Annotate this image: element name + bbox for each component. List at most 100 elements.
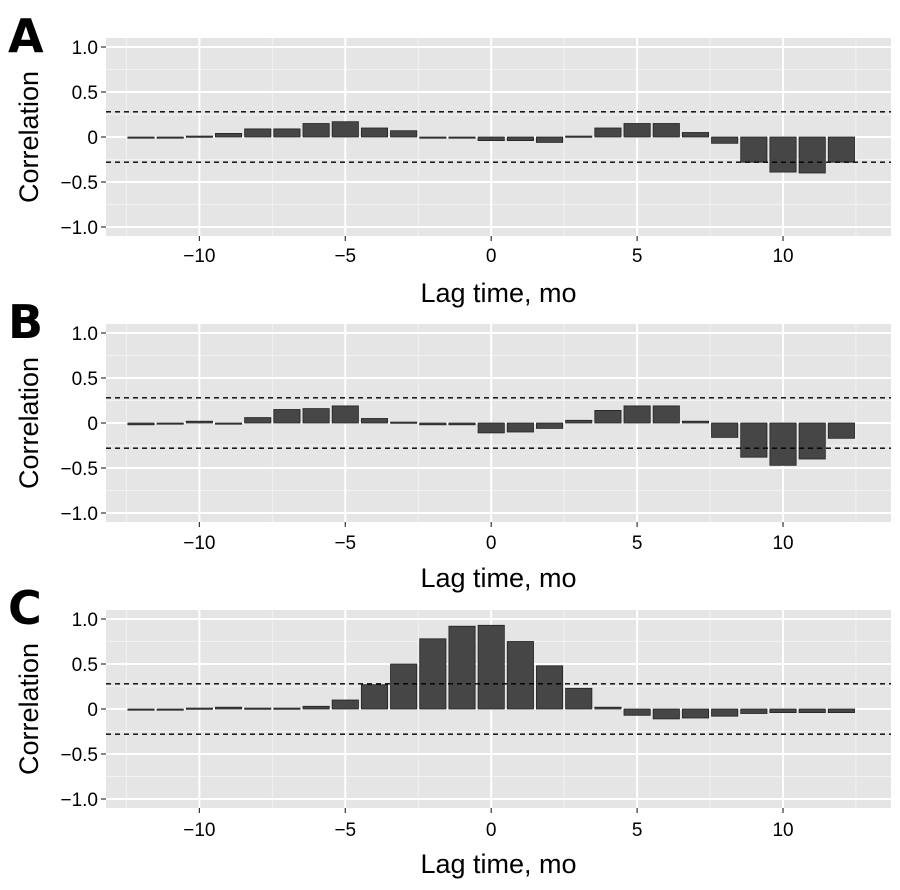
bar <box>127 422 155 426</box>
bar <box>448 625 476 710</box>
y-tick-label: 1.0 <box>72 610 98 631</box>
y-tick-label: −1.0 <box>60 218 98 239</box>
bar <box>681 708 710 719</box>
y-tick-label: −0.5 <box>60 173 98 194</box>
bar <box>215 132 243 138</box>
bar <box>594 409 622 424</box>
bar <box>827 708 855 713</box>
y-tick-label: 1.0 <box>72 324 98 345</box>
bar <box>711 136 739 144</box>
bar <box>215 706 243 710</box>
bar <box>360 684 389 710</box>
bar <box>273 128 301 138</box>
bar <box>506 641 534 710</box>
x-tick-label: −5 <box>334 820 356 841</box>
bar <box>506 136 534 141</box>
x-tick-label: 5 <box>632 246 643 267</box>
panel-b: −1.0 −0.5 0 0.5 1.0 −10 −5 0 5 10 Lag time, mo Corr… <box>8 295 891 593</box>
bar <box>740 422 768 458</box>
bar <box>681 132 710 138</box>
y-tick-label: −0.5 <box>60 459 98 480</box>
bar <box>477 422 505 434</box>
bar <box>273 409 301 424</box>
bar <box>711 708 739 717</box>
bar <box>185 135 213 138</box>
bar <box>711 422 739 438</box>
bar <box>623 123 651 138</box>
bar <box>652 123 680 138</box>
y-tick-label: 0 <box>87 414 98 435</box>
y-axis-title: Correlation <box>14 357 44 489</box>
y-axis-title: Correlation <box>14 643 44 775</box>
bar <box>652 405 680 424</box>
bar <box>244 417 272 424</box>
bar <box>827 422 855 439</box>
bar <box>302 705 330 710</box>
bar <box>331 405 359 424</box>
panel-a: −1.0 −0.5 0 0.5 1.0 −10 −5 0 5 10 Lag time, mo Corr… <box>8 9 891 308</box>
bar <box>185 420 213 424</box>
bar <box>390 130 418 138</box>
bar <box>448 136 476 139</box>
bar <box>827 136 855 163</box>
bar <box>769 708 797 713</box>
bar <box>156 422 184 425</box>
x-tick-label: −10 <box>183 533 215 554</box>
bar <box>331 121 359 138</box>
bar <box>419 422 447 426</box>
x-axis-title: Lag time, mo <box>420 563 576 593</box>
bar <box>215 422 243 425</box>
bar <box>156 136 184 139</box>
y-tick-label: 0.5 <box>72 83 98 104</box>
bar <box>477 624 505 710</box>
bar <box>302 408 330 424</box>
bar <box>623 708 651 716</box>
bar <box>565 687 593 710</box>
x-axis-title: Lag time, mo <box>420 849 576 879</box>
bar <box>360 418 389 424</box>
panel-c: −1.0 −0.5 0 0.5 1.0 −10 −5 0 5 10 Lag time, mo Corr… <box>8 581 891 879</box>
y-tick-label: −1.0 <box>60 790 98 811</box>
bar <box>565 419 593 424</box>
bar <box>127 136 155 139</box>
bar <box>565 135 593 138</box>
panel-letter: A <box>8 9 44 63</box>
bar <box>798 136 826 174</box>
x-tick-label: 5 <box>632 533 643 554</box>
x-axis-title: Lag time, mo <box>420 278 576 308</box>
panel-letter: C <box>8 581 42 635</box>
bar <box>798 708 826 713</box>
x-tick-label: 0 <box>486 533 497 554</box>
bar <box>594 706 622 710</box>
bar <box>448 422 476 426</box>
bar <box>769 136 797 173</box>
bar <box>419 638 447 710</box>
x-tick-label: −5 <box>334 246 356 267</box>
bar <box>360 127 389 138</box>
y-tick-label: 0.5 <box>72 655 98 676</box>
bar <box>390 421 418 424</box>
bar <box>477 136 505 141</box>
bar <box>419 136 447 139</box>
bar <box>623 405 651 424</box>
bar <box>390 663 418 710</box>
bar <box>536 136 564 143</box>
y-tick-label: 1.0 <box>72 38 98 59</box>
x-tick-label: 0 <box>486 246 497 267</box>
bar <box>536 422 564 429</box>
bar <box>302 123 330 138</box>
bar <box>244 128 272 138</box>
panel-letter: B <box>8 295 43 349</box>
bar <box>652 708 680 720</box>
y-tick-label: −1.0 <box>60 504 98 525</box>
bar <box>156 708 184 711</box>
x-tick-label: 5 <box>632 820 643 841</box>
x-tick-label: −10 <box>183 246 215 267</box>
bar <box>536 665 564 710</box>
bar <box>740 708 768 714</box>
bar <box>740 136 768 163</box>
bar <box>769 422 797 466</box>
y-tick-label: 0 <box>87 128 98 149</box>
